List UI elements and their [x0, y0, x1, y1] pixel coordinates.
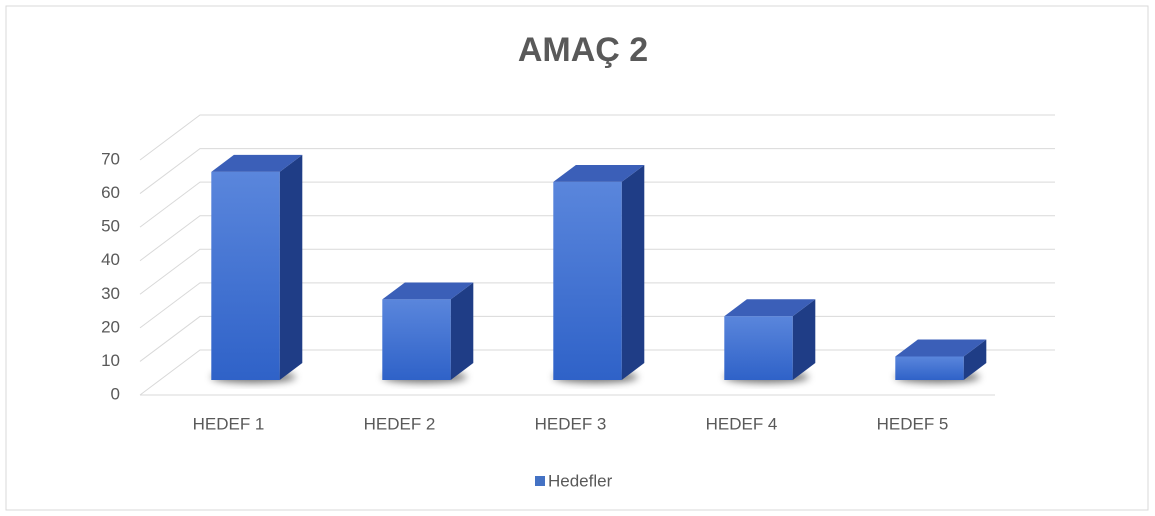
y-tick-label: 0 [111, 384, 120, 403]
bar-top [724, 299, 816, 317]
bar-side [621, 164, 645, 380]
grid-line [139, 114, 1055, 161]
y-tick-label: 50 [101, 217, 120, 236]
bar-side [792, 299, 816, 380]
bar [382, 282, 474, 380]
x-tick-label: HEDEF 5 [877, 414, 949, 433]
bar [553, 164, 645, 380]
bar-front [724, 316, 793, 380]
y-tick-label: 10 [101, 351, 120, 370]
bar-top [895, 339, 987, 357]
chart-title: AMAÇ 2 [518, 31, 648, 69]
y-tick-label: 70 [101, 149, 120, 168]
legend-label: Hedefler [548, 471, 613, 490]
bar-front [553, 181, 622, 380]
grid-line [139, 282, 1055, 329]
bar-front [895, 356, 964, 380]
grid-line [139, 248, 1055, 295]
bar-top [382, 282, 474, 300]
x-tick-label: HEDEF 3 [535, 414, 607, 433]
y-tick-label: 30 [101, 284, 120, 303]
grid-line [139, 181, 1055, 228]
bar-side [279, 154, 303, 380]
y-tick-label: 60 [101, 183, 120, 202]
bar-front [382, 299, 451, 380]
x-tick-label: HEDEF 1 [193, 414, 265, 433]
bar [211, 154, 303, 380]
legend-swatch [535, 476, 545, 486]
x-tick-label: HEDEF 4 [706, 414, 778, 433]
bar-top [211, 154, 303, 172]
bar-top [553, 164, 645, 182]
grid-line [139, 215, 1055, 262]
bar [724, 299, 816, 380]
bar [895, 339, 987, 380]
x-tick-label: HEDEF 2 [364, 414, 436, 433]
bar-front [211, 171, 280, 380]
y-tick-label: 20 [101, 317, 120, 336]
y-tick-label: 40 [101, 250, 120, 269]
bar-side [450, 282, 474, 380]
grid-line [139, 148, 1055, 194]
bar-side [963, 339, 987, 380]
